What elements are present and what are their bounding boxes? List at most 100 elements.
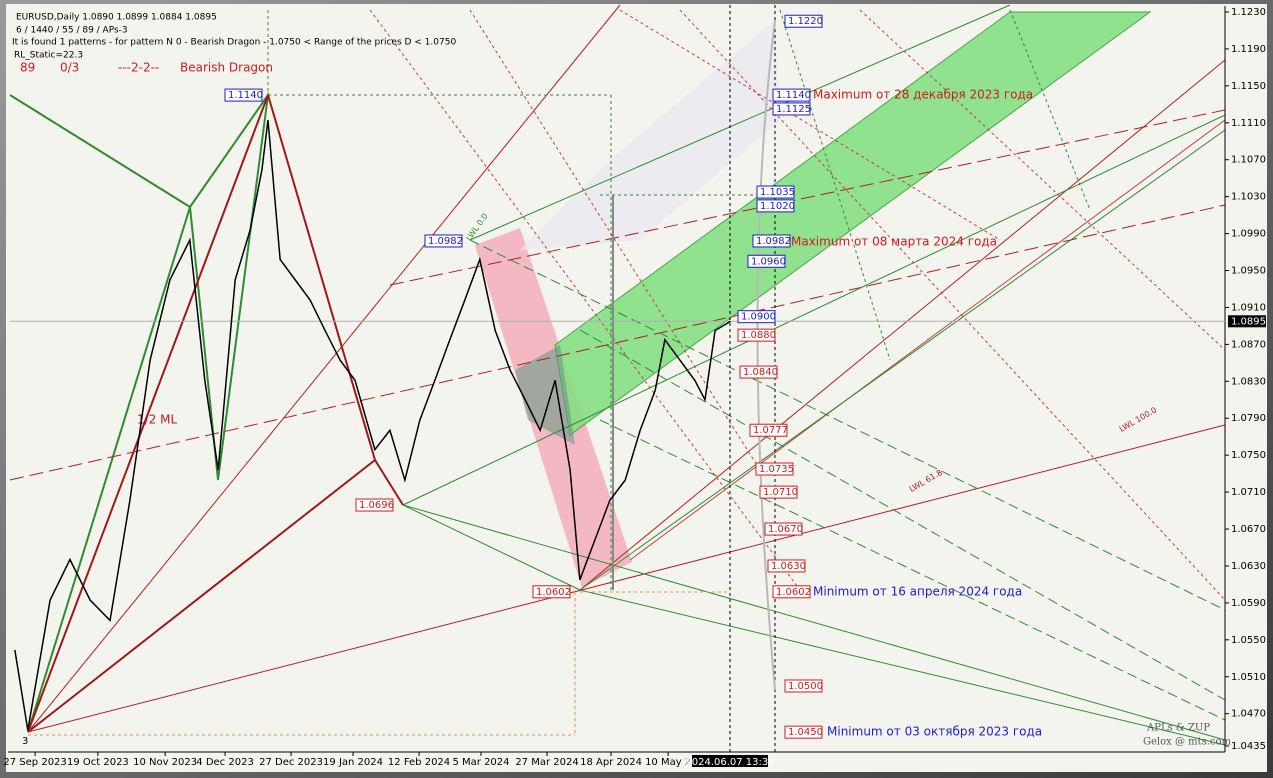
watermark: Gelox @ mts.com [1143, 737, 1232, 748]
level-box [749, 423, 788, 437]
annotation: Minimum от 16 апреля 2024 года [813, 585, 1022, 599]
y-tick-label: 1.1150 [1231, 81, 1266, 92]
x-tick-label: 19 Oct 2023 [67, 757, 129, 768]
level-label: 1.1125 [776, 104, 811, 115]
watermark: APLs & ZUP [1146, 723, 1210, 734]
time-label: 2024.06.07 13:34 [685, 757, 774, 768]
y-tick-label: 1.0550 [1231, 635, 1266, 646]
settings-line: 6 / 1440 / 55 / 89 / APs-3 [16, 26, 128, 36]
level-box [772, 102, 811, 116]
annotation: Maximum от 08 марта 2024 года [791, 235, 997, 249]
level-box [739, 365, 778, 379]
level-box [772, 88, 811, 102]
status: 0/3 [60, 61, 79, 75]
x-tick-label: 10 May 2 [645, 757, 691, 768]
level-box [784, 725, 823, 739]
level-box [224, 88, 263, 102]
price-line [14, 119, 731, 731]
level-label: 1.0982 [428, 236, 463, 247]
y-tick-label: 1.1230 [1231, 7, 1266, 18]
y-tick-label: 1.0790 [1231, 413, 1266, 424]
status: 89 [20, 61, 35, 75]
level-box [756, 199, 795, 213]
header: EURUSD,Daily 1.0890 1.0899 1.0884 1.0895… [12, 13, 456, 75]
point-label: 3 [22, 736, 28, 747]
x-tick-label: 19 Jan 2024 [323, 757, 383, 768]
y-tick-label: 1.0510 [1231, 672, 1266, 683]
y-tick-label: 1.0910 [1231, 302, 1266, 313]
time-box [692, 755, 768, 767]
level-box [424, 234, 463, 248]
level-box [767, 559, 806, 573]
x-tick-label: 27 Mar 2024 [515, 757, 578, 768]
current-price-label: 1.0895 [1231, 316, 1266, 327]
static-line: RL_Static=22.3 [14, 51, 83, 61]
level-label: 1.0602 [776, 587, 811, 598]
annotation: Minimum от 03 октября 2023 года [827, 725, 1042, 739]
level-box [737, 310, 776, 324]
pattern-name: Bearish Dragon [180, 61, 273, 75]
y-tick-label: 1.0435 [1231, 741, 1266, 752]
level-label: 1.0982 [756, 236, 791, 247]
level-label: 1.0735 [759, 464, 794, 475]
level-label: 1.0602 [536, 587, 571, 598]
y-tick-label: 1.0830 [1231, 376, 1266, 387]
y-tick-label: 1.0870 [1231, 339, 1266, 350]
level-label: 1.0710 [763, 487, 798, 498]
level-box [755, 462, 794, 476]
level-box [737, 328, 776, 342]
level-label: 1.1220 [788, 16, 823, 27]
level-label: 1.0450 [788, 727, 823, 738]
level-label: 1.1140 [228, 90, 263, 101]
x-tick-label: 10 Nov 2023 [133, 757, 197, 768]
level-label: 1.0670 [768, 524, 803, 535]
y-tick-label: 1.0750 [1231, 450, 1266, 461]
symbol-line: EURUSD,Daily 1.0890 1.0899 1.0884 1.0895 [16, 13, 217, 23]
level-box [784, 679, 823, 693]
level-box [532, 585, 571, 599]
y-tick-label: 1.1110 [1231, 118, 1266, 129]
y-tick-label: 1.0470 [1231, 709, 1266, 720]
level-box [747, 254, 786, 268]
y-tick-label: 1.1190 [1231, 44, 1266, 55]
y-tick-label: 1.1070 [1231, 155, 1266, 166]
y-tick-label: 1.0710 [1231, 487, 1266, 498]
annotation: Maximum от 28 декабря 2023 года [813, 88, 1033, 102]
level-label: 1.0777 [753, 425, 788, 436]
level-label: 1.0840 [743, 367, 778, 378]
x-tick-label: 5 Mar 2024 [452, 757, 509, 768]
level-label: 1.0630 [771, 561, 806, 572]
pattern-line: It is found 1 patterns - for pattern N 0… [12, 38, 456, 48]
level-label: 1.1035 [760, 187, 795, 198]
x-tick-label: 18 Apr 2024 [580, 757, 642, 768]
level-box [752, 234, 791, 248]
x-tick-label: 27 Dec 2023 [259, 757, 323, 768]
level-label: 1.0900 [741, 312, 776, 323]
level-box [764, 522, 803, 536]
level-box [355, 498, 394, 512]
plot-background [6, 4, 1267, 772]
level-label: 1.1140 [776, 90, 811, 101]
y-tick-label: 1.0950 [1231, 266, 1266, 277]
level-box [772, 585, 811, 599]
decoration [9, 4, 1226, 752]
fib-label: 1/2 ML [137, 413, 177, 427]
level-box [759, 485, 798, 499]
level-label: 1.0960 [751, 256, 786, 267]
level-label: 1.0500 [788, 681, 823, 692]
level-box [784, 14, 823, 28]
x-tick-label: 12 Feb 2024 [388, 757, 450, 768]
y-tick-label: 1.1030 [1231, 192, 1266, 203]
level-label: 1.0696 [359, 500, 394, 511]
current-price-box [1228, 315, 1266, 328]
y-tick-label: 1.0590 [1231, 598, 1266, 609]
y-tick-label: 1.0670 [1231, 524, 1266, 535]
y-tick-label: 1.0630 [1231, 561, 1266, 572]
level-label: 1.1020 [760, 201, 795, 212]
x-tick-label: 4 Dec 2023 [196, 757, 254, 768]
level-box [756, 185, 795, 199]
status: ---2-2-- [118, 61, 159, 75]
y-tick-label: 1.0990 [1231, 229, 1266, 240]
x-tick-label: 27 Sep 2023 [3, 757, 66, 768]
